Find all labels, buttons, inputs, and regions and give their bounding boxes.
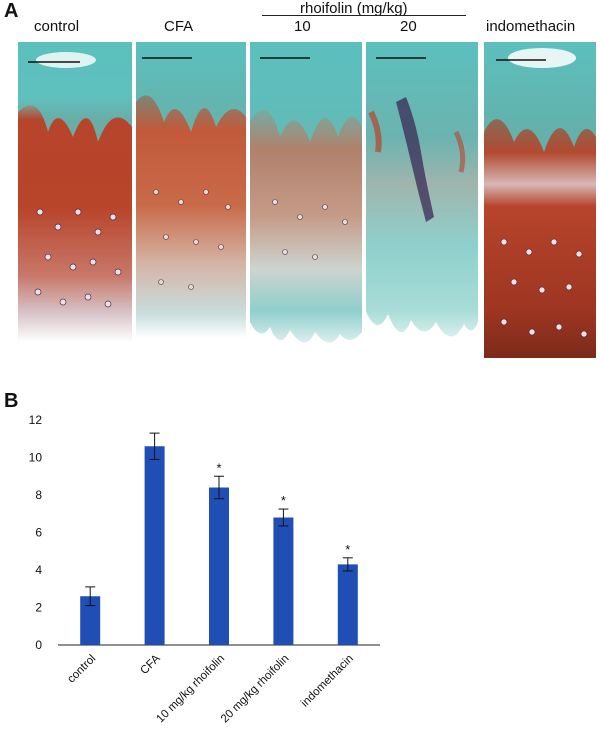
bar: [144, 446, 165, 645]
bar: [209, 487, 229, 645]
micrograph-label-control: control: [34, 18, 80, 35]
y-tick-label: 12: [29, 413, 43, 427]
y-tick-label: 2: [35, 601, 42, 615]
y-tick-label: 6: [35, 526, 42, 540]
micrograph-cfa: [136, 42, 246, 358]
micrograph-rhoifolin-20: [366, 42, 478, 358]
x-tick-label: indomethacin: [299, 653, 356, 710]
rhoifolin-group-bracket: [262, 15, 466, 16]
micrograph-indomethacin: [484, 42, 596, 358]
y-tick-label: 0: [35, 638, 42, 652]
micrograph-label-20: 20: [400, 18, 417, 35]
micrograph-control: [18, 42, 132, 358]
y-tick-label: 8: [35, 488, 42, 502]
x-tick-label: control: [65, 653, 98, 686]
y-tick-label: 10: [29, 451, 43, 465]
micrograph-label-10: 10: [294, 18, 311, 35]
significance-marker: *: [216, 460, 221, 475]
bar: [337, 564, 358, 645]
y-tick-label: 4: [35, 563, 42, 577]
bar: [80, 596, 101, 645]
x-tick-label: 20 mg/kg rhoifolin: [219, 653, 292, 726]
x-tick-label: 10 mg/kg rhoifolin: [154, 653, 227, 726]
x-tick-label: CFA: [138, 652, 163, 677]
micrograph-label-indomethacin: indomethacin: [486, 18, 576, 35]
bar: [273, 517, 294, 645]
panel-b-label: B: [4, 390, 19, 412]
micrograph-rhoifolin-10: [250, 42, 362, 358]
micrograph-label-cfa: CFA: [164, 18, 194, 35]
significance-marker: *: [345, 542, 350, 557]
rhoifolin-group-label: rhoifolin (mg/kg): [300, 0, 408, 17]
significance-marker: *: [281, 493, 286, 508]
panel-a-label: A: [4, 0, 19, 22]
